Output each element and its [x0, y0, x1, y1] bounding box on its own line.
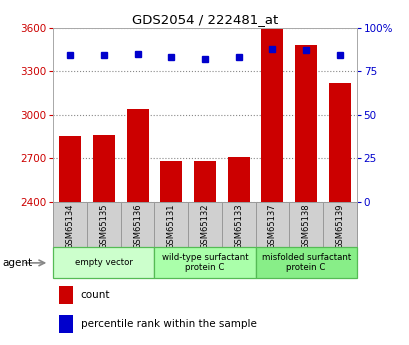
Bar [255, 202, 289, 247]
Bar [261, 29, 283, 202]
Text: GSM65134: GSM65134 [65, 203, 74, 249]
Bar [255, 247, 356, 278]
Text: misfolded surfactant
protein C: misfolded surfactant protein C [261, 253, 350, 272]
Text: GSM65131: GSM65131 [166, 203, 175, 249]
Bar [93, 135, 115, 202]
Bar [289, 202, 322, 247]
Text: GSM65133: GSM65133 [234, 203, 243, 249]
Title: GDS2054 / 222481_at: GDS2054 / 222481_at [132, 13, 277, 27]
Bar [59, 137, 81, 202]
Bar [322, 202, 356, 247]
Text: agent: agent [2, 258, 32, 268]
Bar [59, 286, 73, 304]
Bar [59, 315, 73, 333]
Text: empty vector: empty vector [75, 258, 133, 267]
Text: GSM65138: GSM65138 [301, 203, 310, 249]
Text: percentile rank within the sample: percentile rank within the sample [81, 319, 256, 329]
Bar [221, 202, 255, 247]
Bar [328, 83, 350, 202]
Text: GSM65135: GSM65135 [99, 203, 108, 249]
Bar [154, 202, 188, 247]
Bar [227, 157, 249, 202]
Text: GSM65137: GSM65137 [267, 203, 276, 249]
Bar [160, 161, 182, 202]
Bar [294, 45, 316, 202]
Bar [87, 202, 120, 247]
Text: GSM65139: GSM65139 [335, 203, 344, 249]
Bar [193, 161, 216, 202]
Bar [188, 202, 221, 247]
Bar [126, 109, 148, 202]
Bar [53, 247, 154, 278]
Text: wild-type surfactant
protein C: wild-type surfactant protein C [161, 253, 248, 272]
Bar [53, 202, 87, 247]
Bar [120, 202, 154, 247]
Text: GSM65132: GSM65132 [200, 203, 209, 249]
Bar [154, 247, 255, 278]
Text: count: count [81, 290, 110, 300]
Text: GSM65136: GSM65136 [133, 203, 142, 249]
